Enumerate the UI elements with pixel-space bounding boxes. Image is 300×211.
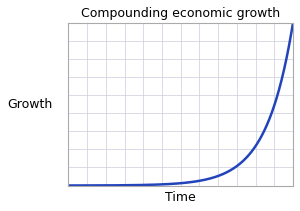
Title: Compounding economic growth: Compounding economic growth	[81, 7, 280, 20]
Y-axis label: Growth: Growth	[7, 97, 52, 111]
X-axis label: Time: Time	[165, 191, 196, 204]
